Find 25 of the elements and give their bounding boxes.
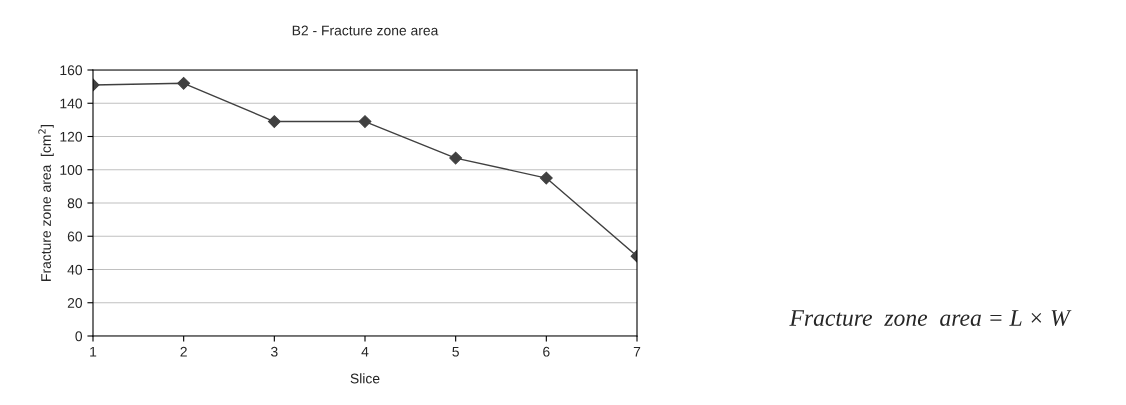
y-tick-label: 160: [60, 65, 83, 76]
y-tick-label: 140: [60, 98, 83, 109]
y-tick-label: 120: [60, 131, 83, 142]
x-axis-title: Slice: [350, 373, 380, 384]
x-tick-label: 4: [361, 346, 369, 357]
x-tick-label: 2: [180, 346, 187, 357]
chart-title: B2 - Fracture zone area: [292, 25, 439, 36]
point: [539, 171, 553, 185]
y-tick-label: 20: [67, 298, 83, 308]
y-tick-label: 60: [67, 231, 83, 242]
y-tick-label: 100: [60, 165, 83, 175]
point: [177, 76, 191, 90]
y-tick-label: 80: [67, 198, 83, 209]
x-tick-label: 7: [633, 346, 641, 357]
point: [449, 151, 463, 165]
x-tick-label: 5: [452, 346, 459, 357]
text: Fracture zone area = L × W: [789, 310, 1072, 327]
x-tick-label: 6: [543, 346, 550, 357]
y-tick-label: 0: [75, 331, 83, 342]
y-tick-label: 40: [67, 264, 83, 275]
point: [358, 115, 372, 128]
x-tick-label: 1: [90, 346, 97, 357]
point: [267, 115, 281, 128]
y-axis-title: Fracture zone area [cm$^{2}$]: [38, 125, 54, 281]
x-tick-label: 3: [271, 346, 278, 357]
